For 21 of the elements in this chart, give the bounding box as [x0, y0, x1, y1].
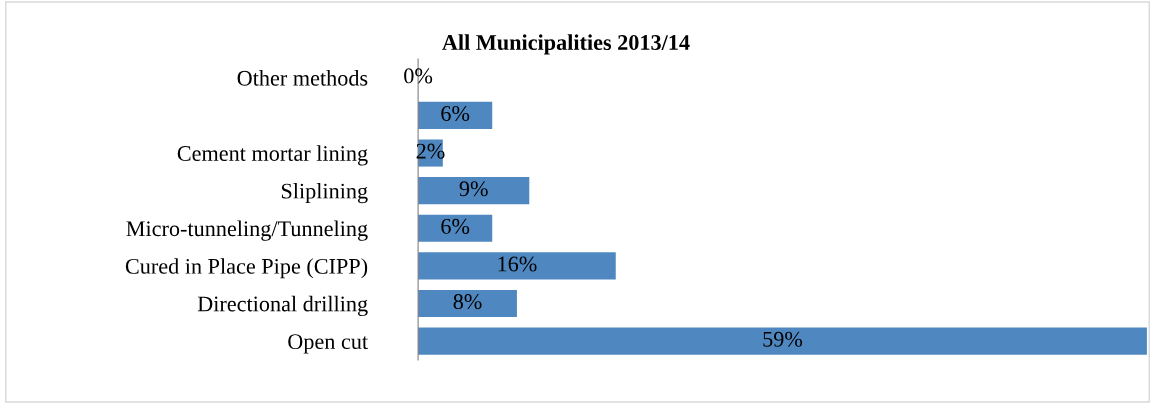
- y-tick-label: Directional drilling: [197, 295, 368, 317]
- data-label: 59%: [763, 331, 803, 347]
- y-tick-label: Cement mortar lining: [177, 145, 368, 166]
- bar: [418, 101, 493, 129]
- data-label: 6%: [441, 218, 470, 234]
- y-tick-label: Open cut: [288, 334, 368, 354]
- data-label: 16%: [498, 256, 537, 272]
- y-tick-label: Micro-tunneling/Tunneling: [126, 220, 368, 241]
- y-tick-label: Sliplining: [281, 182, 368, 204]
- y-tick-label: Other methods: [237, 70, 368, 86]
- bar: [418, 327, 1147, 355]
- bar: [418, 177, 530, 205]
- data-label: 9%: [459, 181, 488, 197]
- data-label: 8%: [453, 294, 482, 310]
- y-tick-label: Cured in Place Pipe (CIPP): [125, 258, 368, 279]
- bar: [418, 289, 517, 318]
- chart-title: All Municipalities 2013/14: [442, 34, 690, 55]
- bar: [418, 252, 616, 280]
- bar: [418, 214, 493, 242]
- data-label: 6%: [441, 105, 470, 122]
- data-label: 0%: [404, 68, 433, 84]
